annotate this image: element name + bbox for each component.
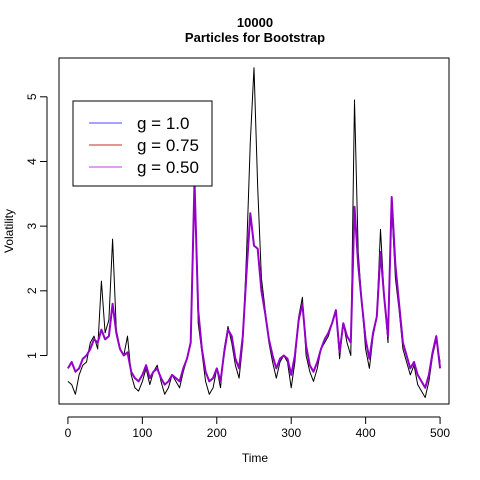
y-tick-label: 2 xyxy=(25,287,39,294)
y-tick-label: 4 xyxy=(25,158,39,165)
legend-box xyxy=(72,100,213,187)
series-line-filtered-estimate xyxy=(67,179,442,389)
legend-label: g = 0.75 xyxy=(137,136,199,155)
legend-label: g = 0.50 xyxy=(137,158,199,177)
chart-title: 10000 xyxy=(237,15,273,30)
y-tick-label: 3 xyxy=(25,222,39,229)
x-axis-label: Time xyxy=(242,451,269,465)
legend: g = 1.0 g = 0.75 g = 0.50 xyxy=(72,100,213,187)
plot-frame xyxy=(58,57,450,405)
x-tick-label: 400 xyxy=(356,426,376,440)
series-layer xyxy=(67,67,442,398)
x-tick-label: 500 xyxy=(430,426,450,440)
y-tick-label: 1 xyxy=(25,352,39,359)
chart-subtitle: Particles for Bootstrap xyxy=(185,30,325,45)
legend-label: g = 1.0 xyxy=(137,114,189,133)
y-tick-label: 5 xyxy=(25,93,39,100)
y-axis-label: Volatility xyxy=(2,209,16,253)
x-tick-label: 0 xyxy=(65,426,72,440)
plot-area xyxy=(58,57,450,405)
x-axis: 0 100 200 300 400 500 xyxy=(65,416,450,440)
x-tick-label: 300 xyxy=(281,426,301,440)
x-tick-label: 100 xyxy=(132,426,152,440)
y-axis: 1 2 3 4 5 xyxy=(25,93,48,359)
x-tick-label: 200 xyxy=(207,426,227,440)
